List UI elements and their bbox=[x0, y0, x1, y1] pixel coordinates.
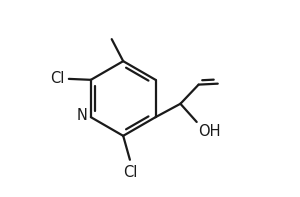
Text: Cl: Cl bbox=[123, 165, 137, 180]
Text: OH: OH bbox=[198, 124, 220, 139]
Text: N: N bbox=[76, 108, 87, 123]
Text: Cl: Cl bbox=[50, 71, 64, 86]
